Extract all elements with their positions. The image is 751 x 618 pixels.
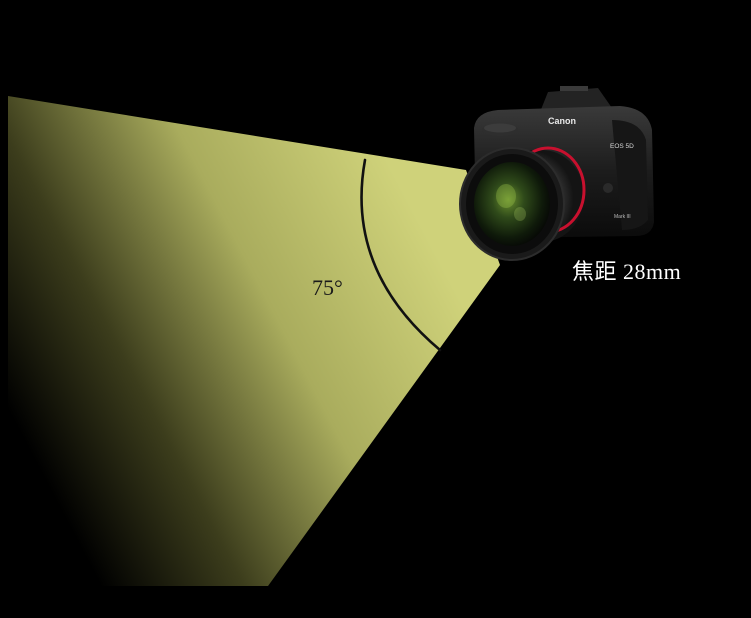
angle-arc — [360, 158, 442, 352]
angle-label: 75° — [312, 275, 343, 300]
field-of-view-cone — [8, 96, 500, 586]
camera-mark-label: Mark III — [614, 214, 631, 220]
focal-length-label: 焦距 28mm — [572, 259, 681, 284]
camera-lens — [459, 146, 586, 261]
camera-brand-label: Canon — [548, 116, 576, 126]
dslr-camera-icon: Canon EOS 5D Mark III — [459, 86, 654, 261]
camera-model-label: EOS 5D — [610, 143, 634, 150]
